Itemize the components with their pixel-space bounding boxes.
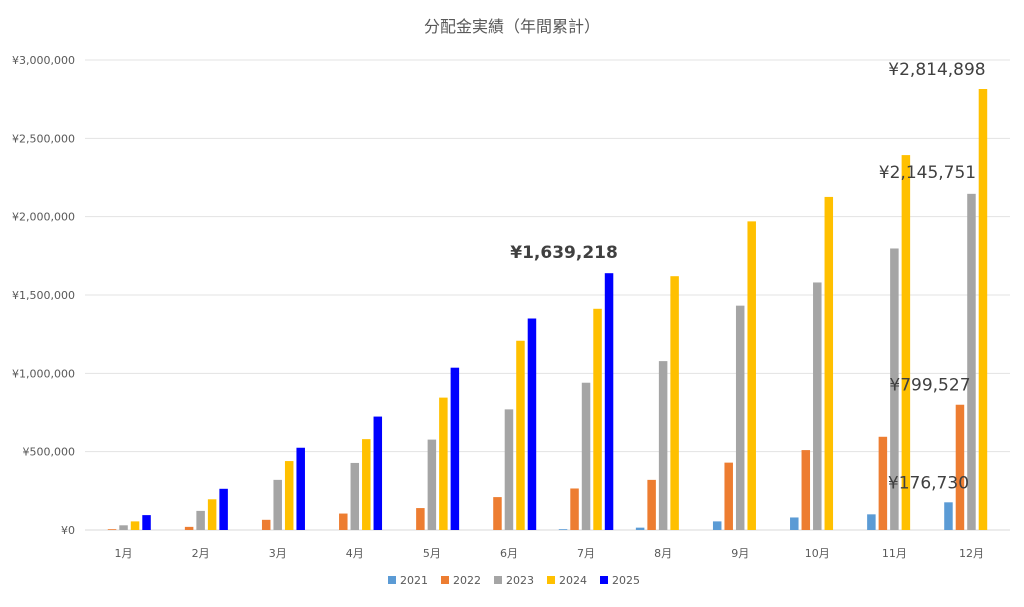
y-tick-label: ¥500,000	[23, 446, 76, 459]
x-tick-label: 2月	[192, 547, 210, 560]
bar-2024-11	[901, 155, 911, 530]
x-tick-label: 9月	[731, 547, 749, 560]
y-axis-tick-labels: ¥0 ¥500,000 ¥1,000,000 ¥1,500,000 ¥2,000,000…	[12, 54, 75, 537]
bar-2025-3	[296, 447, 305, 530]
bar-2023-3	[273, 479, 282, 530]
data-label: ¥1,639,218	[510, 243, 618, 263]
x-axis-tick-labels: 1月 2月 3月 4月 5月 6月 7月 8月 9月 10月 11月 12月	[115, 547, 984, 560]
bar-2023-9	[735, 305, 745, 530]
bar-2024-7	[593, 308, 602, 530]
bar-2022-10	[801, 450, 811, 530]
bar-2024-2	[207, 499, 217, 530]
y-tick-label: ¥2,000,000	[12, 211, 75, 224]
data-label: ¥2,145,751	[879, 163, 976, 183]
x-tick-label: 3月	[269, 547, 287, 560]
chart-title: 分配金実績（年間累計）	[424, 17, 600, 36]
legend-item-2021: 2021	[388, 574, 428, 587]
bar-2025-7	[604, 273, 614, 530]
bar-2024-6	[516, 340, 525, 530]
bar-2024-5	[439, 397, 448, 530]
legend-label: 2023	[506, 574, 534, 587]
bar-2025-4	[373, 416, 383, 530]
x-tick-label: 7月	[577, 547, 595, 560]
bar-2022-3	[261, 519, 271, 530]
bar-2023-6	[504, 409, 514, 530]
bar-2025-1	[142, 515, 151, 530]
bar-2023-1	[119, 525, 128, 530]
bar-2022-4	[339, 513, 348, 530]
legend-item-2022: 2022	[441, 574, 481, 587]
bar-2023-8	[658, 361, 668, 530]
legend-swatch	[547, 576, 555, 584]
x-tick-label: 6月	[500, 547, 518, 560]
bar-2022-2	[184, 526, 194, 530]
legend: 2021 2022 2023 2024 2025	[388, 574, 640, 587]
bar-2022-7	[570, 488, 579, 530]
y-tick-label: ¥0	[61, 524, 75, 537]
legend-item-2025: 2025	[600, 574, 640, 587]
bar-2021-10	[790, 517, 799, 530]
gridlines	[85, 59, 1010, 531]
bar-2022-6	[493, 497, 502, 530]
bar-2022-9	[724, 462, 733, 530]
x-tick-label: 5月	[423, 547, 441, 560]
bar-2022-12	[955, 404, 965, 530]
bar-2024-12	[978, 88, 988, 530]
data-label: ¥799,527	[889, 376, 970, 396]
bar-2021-12	[944, 502, 953, 530]
bar-2023-11	[890, 248, 899, 530]
legend-swatch	[441, 576, 449, 584]
bars	[107, 88, 988, 530]
legend-label: 2022	[453, 574, 481, 587]
bar-2021-11	[867, 514, 876, 530]
x-tick-label: 4月	[346, 547, 364, 560]
x-tick-label: 1月	[115, 547, 133, 560]
legend-label: 2025	[612, 574, 640, 587]
bar-2021-9	[712, 521, 722, 530]
x-tick-label: 12月	[959, 547, 984, 560]
data-label: ¥176,730	[888, 473, 969, 493]
bar-2022-8	[647, 479, 656, 530]
x-tick-label: 11月	[882, 547, 907, 560]
y-tick-label: ¥1,500,000	[12, 289, 75, 302]
legend-label: 2024	[559, 574, 587, 587]
legend-swatch	[600, 576, 608, 584]
bar-2023-4	[350, 462, 360, 530]
legend-swatch	[388, 576, 396, 584]
bar-2023-5	[427, 439, 437, 530]
legend-swatch	[494, 576, 502, 584]
bar-2024-4	[362, 439, 371, 530]
bar-2025-6	[527, 318, 537, 530]
y-tick-label: ¥2,500,000	[12, 132, 75, 145]
bar-2023-10	[813, 282, 822, 530]
bar-2025-2	[219, 488, 228, 530]
bar-2021-7	[558, 529, 568, 530]
x-tick-label: 10月	[805, 547, 830, 560]
y-tick-label: ¥1,000,000	[12, 367, 75, 380]
x-tick-label: 8月	[654, 547, 672, 560]
bar-2022-11	[878, 436, 888, 530]
legend-item-2023: 2023	[494, 574, 534, 587]
y-tick-label: ¥3,000,000	[12, 54, 75, 67]
bar-2023-2	[196, 510, 205, 530]
bar-2024-9	[747, 221, 756, 530]
legend-item-2024: 2024	[547, 574, 587, 587]
bar-2023-12	[967, 193, 976, 530]
bar-2021-8	[635, 527, 645, 530]
bar-2025-5	[450, 367, 460, 530]
bar-2024-8	[670, 276, 679, 530]
bar-2024-10	[824, 196, 834, 530]
bar-2024-3	[284, 461, 294, 530]
bar-2024-1	[130, 521, 140, 530]
data-labels: ¥2,814,898 ¥2,145,751 ¥799,527 ¥176,730 ¥1,6…	[510, 60, 985, 493]
bar-2022-5	[416, 508, 425, 530]
bar-2022-1	[107, 529, 117, 530]
legend-label: 2021	[400, 574, 428, 587]
bar-2023-7	[581, 382, 591, 530]
data-label: ¥2,814,898	[888, 60, 985, 80]
